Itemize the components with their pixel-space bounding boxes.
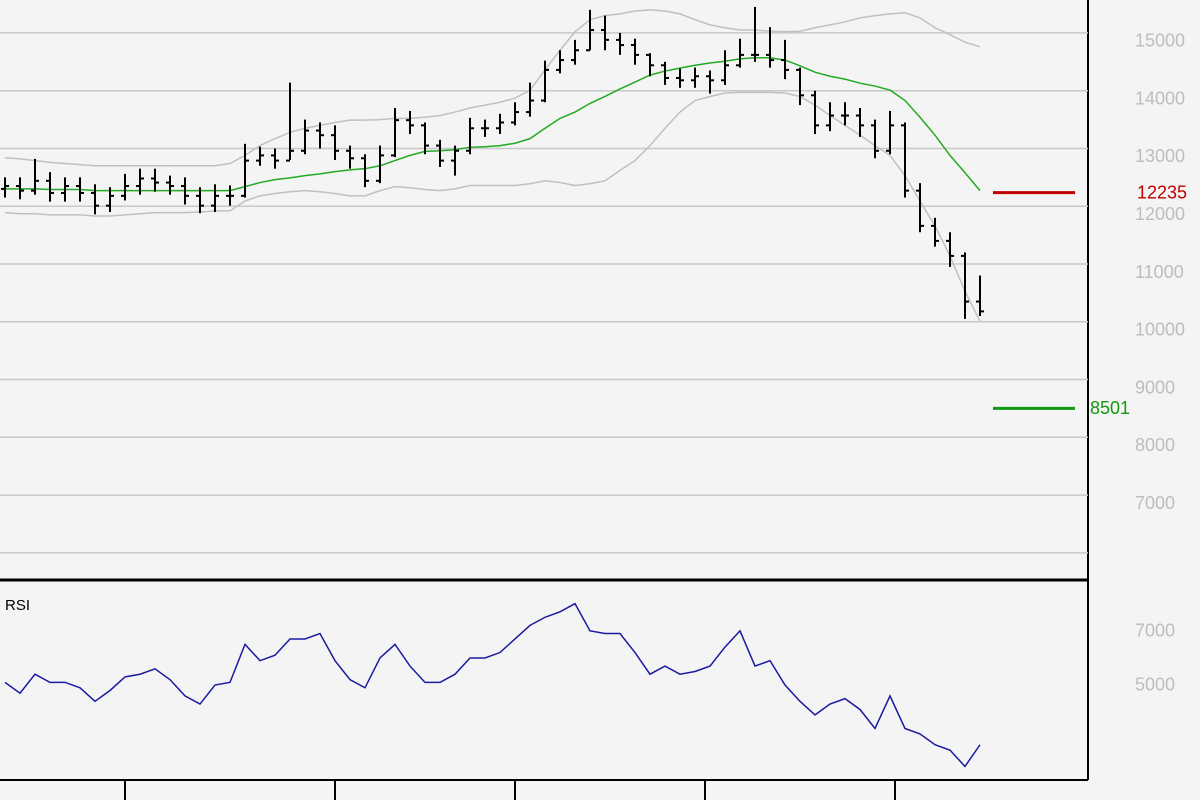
x-ticks [124, 780, 896, 800]
bollinger-band [4, 91, 981, 322]
level-label: 8501 [1090, 398, 1130, 418]
y-tick-label: 13000 [1135, 146, 1185, 166]
y-tick-label: 8000 [1135, 435, 1175, 455]
bollinger-band [4, 9, 981, 167]
y-tick-label: 9000 [1135, 377, 1175, 397]
y-tick-label: 5000 [1135, 675, 1175, 695]
level-label: 12235 [1137, 182, 1187, 202]
y-tick-label: 7000 [1135, 620, 1175, 640]
y-tick-label: 15000 [1135, 31, 1185, 51]
y-tick-label: 7000 [1135, 493, 1175, 513]
y-tick-label: 12000 [1135, 204, 1185, 224]
y-tick-label: 10000 [1135, 320, 1185, 340]
y-tick-label: 11000 [1135, 262, 1184, 282]
moving-average [5, 57, 981, 192]
rsi-line [4, 602, 981, 768]
rsi-title: RSI [5, 597, 30, 614]
y-tick-label: 14000 [1135, 88, 1185, 108]
